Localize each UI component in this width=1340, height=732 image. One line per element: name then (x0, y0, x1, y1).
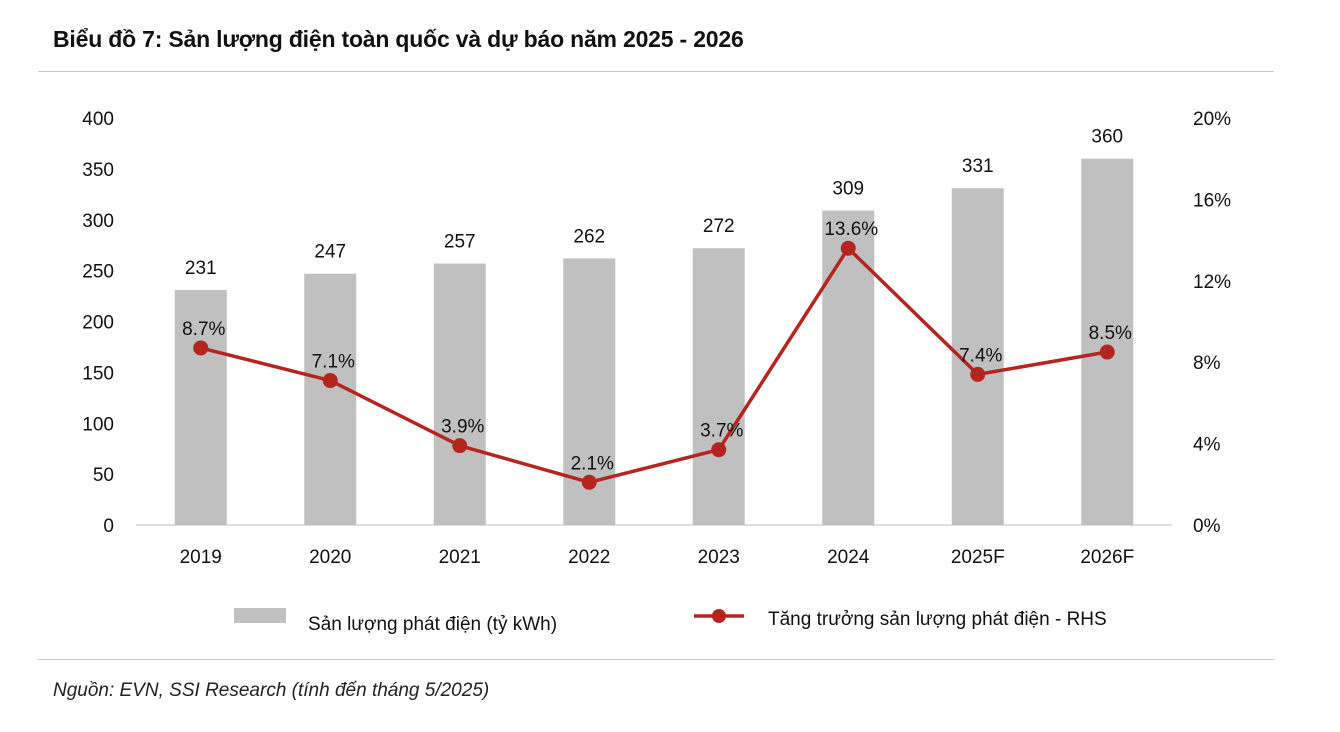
bar-2023 (692, 248, 745, 526)
right-tick-label: 8% (1193, 353, 1221, 374)
growth-point-2024 (840, 240, 856, 256)
bar-value-label: 247 (314, 242, 346, 263)
legend-line-label: Tăng trưởng sản lượng phát điện - RHS (768, 609, 1107, 630)
category-label: 2024 (827, 547, 870, 568)
bar-value-labels: 231 247 257 262 272 309 331 360 (185, 127, 1123, 279)
bar-series (174, 158, 1134, 526)
left-tick-label: 250 (82, 262, 114, 283)
bar-2024 (822, 210, 875, 525)
growth-value-label: 3.9% (441, 417, 484, 438)
chart-area: 0 50 100 150 200 250 300 350 400 0% 4% 8% 12% 16% 20%… (82, 109, 1231, 635)
left-tick-label: 300 (82, 211, 114, 232)
growth-point-2021 (452, 438, 468, 454)
category-label: 2020 (309, 547, 351, 568)
line-value-labels: 8.7% 7.1% 3.9% 2.1% 3.7% 13.6% 7.4% 8.5% (182, 219, 1132, 474)
left-tick-label: 50 (93, 465, 114, 486)
line-series (193, 240, 1115, 490)
bar-2019 (174, 289, 227, 525)
legend-line-marker (712, 609, 726, 623)
category-label: 2021 (439, 547, 481, 568)
growth-value-label: 8.7% (182, 319, 225, 340)
left-tick-label: 400 (82, 109, 114, 130)
bar-2026F (1081, 158, 1134, 525)
bottom-divider (38, 659, 1274, 660)
right-tick-label: 12% (1193, 272, 1231, 293)
category-label: 2026F (1080, 547, 1134, 568)
right-tick-label: 4% (1193, 435, 1221, 456)
right-tick-label: 0% (1193, 516, 1221, 537)
category-label: 2022 (568, 547, 610, 568)
left-axis-ticks: 0 50 100 150 200 250 300 350 400 (82, 109, 114, 537)
bar-value-label: 231 (185, 258, 217, 279)
growth-point-2025F (970, 366, 986, 382)
right-axis-ticks: 0% 4% 8% 12% 16% 20% (1193, 109, 1231, 537)
right-tick-label: 16% (1193, 190, 1231, 211)
legend-bar-swatch (234, 608, 286, 623)
growth-point-2026F (1099, 344, 1115, 360)
source-note: Nguồn: EVN, SSI Research (tính đến tháng… (53, 680, 490, 701)
growth-line (200, 246, 1108, 485)
growth-value-label: 3.7% (700, 421, 743, 442)
left-tick-label: 200 (82, 313, 114, 334)
category-labels: 2019 2020 2021 2022 2023 2024 2025F 2026F (180, 547, 1135, 568)
growth-value-label: 8.5% (1089, 323, 1132, 344)
bar-2021 (433, 263, 486, 525)
left-tick-label: 150 (82, 363, 114, 384)
left-tick-label: 350 (82, 160, 114, 181)
chart-title: Biểu đồ 7: Sản lượng điện toàn quốc và d… (53, 26, 744, 52)
top-divider (38, 71, 1274, 72)
legend-bar-label: Sản lượng phát điện (tỷ kWh) (308, 614, 557, 635)
bar-value-label: 257 (444, 232, 476, 253)
bar-value-label: 360 (1091, 127, 1123, 148)
growth-value-label: 7.4% (959, 345, 1002, 366)
left-tick-label: 0 (103, 516, 114, 537)
growth-point-2023 (711, 442, 727, 458)
growth-point-2019 (193, 340, 209, 356)
category-label: 2019 (180, 547, 222, 568)
bar-value-label: 331 (962, 156, 994, 177)
growth-value-label: 2.1% (571, 453, 614, 474)
legend: Sản lượng phát điện (tỷ kWh) Tăng trưởng… (234, 608, 1107, 635)
growth-point-2022 (581, 474, 597, 490)
category-label: 2025F (951, 547, 1005, 568)
right-tick-label: 20% (1193, 109, 1231, 130)
bar-2020 (304, 273, 357, 525)
bar-value-label: 272 (703, 216, 735, 237)
growth-point-2020 (322, 373, 338, 389)
bar-value-label: 309 (832, 179, 864, 200)
category-label: 2023 (698, 547, 740, 568)
growth-value-label: 13.6% (824, 219, 878, 240)
bar-value-label: 262 (573, 226, 605, 247)
left-tick-label: 100 (82, 414, 114, 435)
growth-value-label: 7.1% (312, 352, 355, 373)
